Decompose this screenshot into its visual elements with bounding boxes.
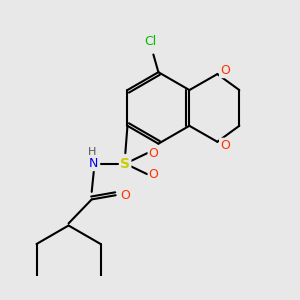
Text: O: O [220,139,230,152]
Text: O: O [148,168,158,181]
Text: N: N [89,157,98,170]
Text: O: O [220,64,230,77]
Text: Cl: Cl [144,35,156,48]
Text: O: O [120,189,130,202]
Text: S: S [120,157,130,171]
Text: O: O [148,147,158,160]
Text: H: H [88,147,96,157]
